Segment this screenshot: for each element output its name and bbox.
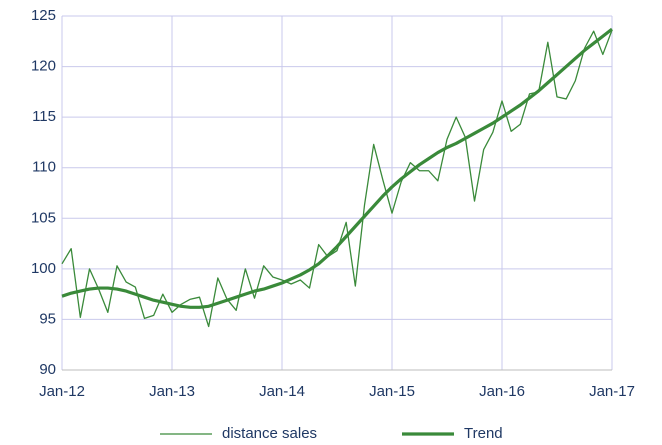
x-tick-label: Jan-15 [369, 383, 415, 400]
y-tick-label: 120 [31, 58, 56, 75]
x-tick-label: Jan-16 [479, 383, 525, 400]
y-tick-label: 110 [32, 159, 56, 176]
y-tick-label: 95 [39, 310, 56, 327]
y-tick-label: 100 [31, 260, 56, 277]
x-tick-label: Jan-17 [589, 383, 635, 400]
y-tick-label: 90 [39, 361, 56, 378]
series-line [61, 29, 613, 328]
legend-label: Trend [464, 425, 503, 442]
legend-label: distance sales [222, 425, 317, 442]
x-tick-label: Jan-14 [259, 383, 305, 400]
series-line [61, 27, 613, 309]
y-tick-label: 115 [32, 108, 56, 125]
x-tick-label: Jan-13 [149, 383, 195, 400]
y-tick-label: 105 [31, 209, 56, 226]
y-tick-label: 125 [31, 7, 56, 24]
x-tick-label: Jan-12 [39, 383, 85, 400]
